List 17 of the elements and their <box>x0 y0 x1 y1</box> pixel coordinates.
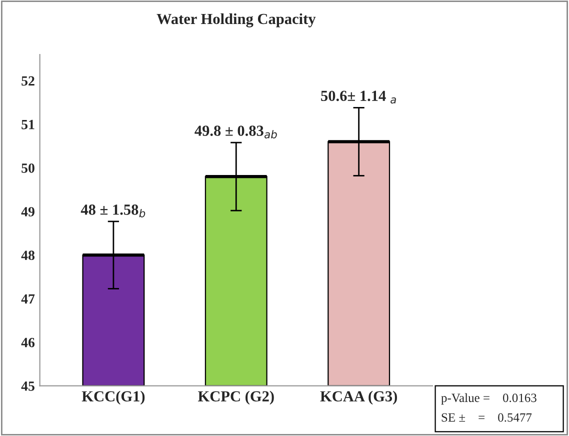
x-tick-label: KCC(G1) <box>82 390 145 405</box>
y-tick-label: 48 <box>21 250 35 260</box>
y-tick-label: 52 <box>22 76 34 86</box>
y-tick-label: 46 <box>21 338 35 348</box>
y-tick-label: 45 <box>21 382 34 391</box>
x-tick-label: KCPC (G2) <box>198 390 274 405</box>
data-label: 50.6± 1.14 $_{a}$ <box>321 90 396 104</box>
x-tick-label: KCAA (G3) <box>320 390 397 405</box>
data-label: 49.8 ± 0.83$_{ab}$ <box>194 126 277 138</box>
text: p-Value = 0.0163 <box>441 393 536 405</box>
chart-title: Water Holding Capacity <box>156 13 316 28</box>
data-label: 48 ± 1.58$_{b}$ <box>80 204 146 218</box>
y-tick-label: 47 <box>21 294 35 304</box>
text: SE ± = 0.5477 <box>442 413 532 422</box>
y-tick-label: 50 <box>22 163 34 173</box>
y-tick-label: 49 <box>21 207 34 216</box>
y-tick-label: 51 <box>22 120 34 130</box>
